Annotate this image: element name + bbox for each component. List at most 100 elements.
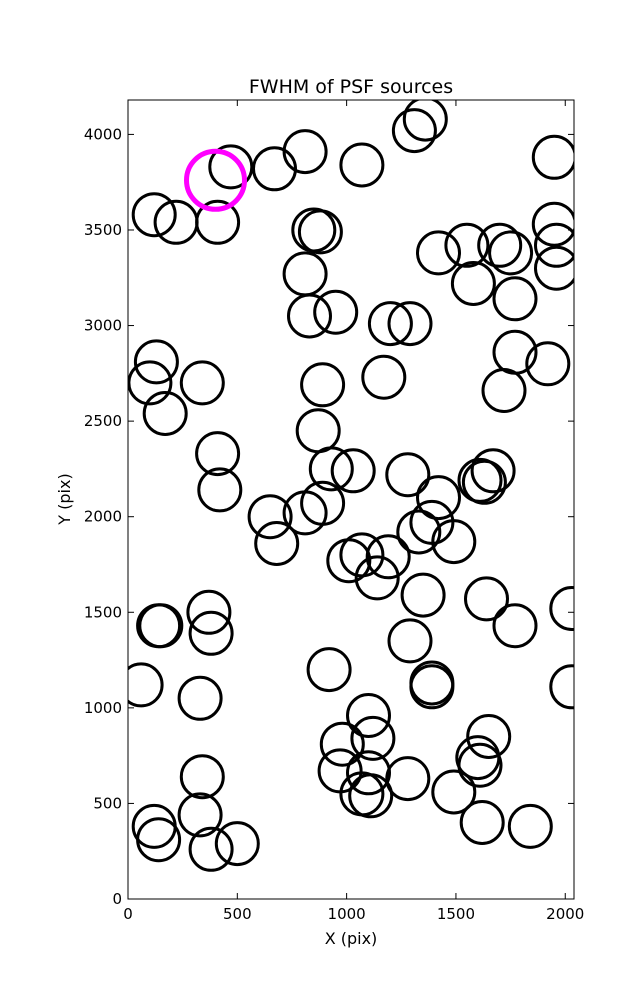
y-tick-label: 1500 xyxy=(84,603,122,621)
source-marker xyxy=(247,494,293,540)
source-marker xyxy=(416,230,461,276)
source-marker xyxy=(461,459,507,505)
source-marker xyxy=(549,664,574,710)
source-marker xyxy=(354,555,400,601)
y-axis-label: Y (pix) xyxy=(55,473,74,525)
source-marker xyxy=(179,360,225,406)
source-marker xyxy=(179,754,225,800)
source-marker xyxy=(313,289,359,335)
source-marker xyxy=(195,199,241,245)
source-marker xyxy=(300,362,346,408)
x-tick-label: 500 xyxy=(223,905,252,923)
source-marker xyxy=(308,446,354,492)
source-marker xyxy=(525,341,571,387)
source-marker xyxy=(350,715,396,761)
source-marker xyxy=(387,301,433,347)
source-marker xyxy=(534,245,574,291)
source-marker xyxy=(319,721,365,767)
source-marker xyxy=(450,261,496,306)
source-marker xyxy=(385,452,431,498)
plot-area xyxy=(127,99,575,900)
source-marker xyxy=(186,589,232,635)
source-marker xyxy=(133,339,179,385)
source-marker xyxy=(282,129,328,175)
y-tick-label: 2000 xyxy=(84,508,122,526)
y-tick-label: 0 xyxy=(112,890,122,908)
axis-ticks: 0 500 1000 1500 2000 0 500 1000 1500 2000 2500 3000… xyxy=(84,100,584,923)
x-tick-label: 2000 xyxy=(546,905,584,923)
source-marker xyxy=(457,742,503,788)
source-marker xyxy=(400,572,446,618)
source-marker xyxy=(287,293,332,339)
source-marker xyxy=(153,199,199,245)
x-axis-label: X (pix) xyxy=(325,929,378,948)
source-marker xyxy=(549,586,574,631)
source-marker xyxy=(346,693,391,738)
source-marker xyxy=(346,750,391,796)
source-marker xyxy=(177,675,223,721)
source-marker xyxy=(128,360,173,406)
source-marker xyxy=(365,534,411,580)
source-marker xyxy=(416,475,461,521)
source-marker xyxy=(531,134,574,180)
source-marker xyxy=(396,509,442,555)
source-marker xyxy=(297,209,343,255)
source-marker xyxy=(128,662,164,708)
source-marker xyxy=(507,803,553,849)
source-marker xyxy=(136,817,182,863)
highlighted-source-marker xyxy=(184,148,247,212)
source-marker xyxy=(131,192,177,238)
x-tick-label: 1500 xyxy=(437,905,475,923)
source-marker xyxy=(481,368,527,413)
y-tick-label: 3000 xyxy=(84,317,122,335)
source-marker xyxy=(254,521,300,566)
source-marker xyxy=(197,467,243,513)
source-marker xyxy=(488,230,534,276)
source-marker xyxy=(444,222,490,268)
source-marker xyxy=(295,408,341,454)
source-marker xyxy=(131,803,177,849)
source-marker xyxy=(459,800,505,845)
source-marker xyxy=(409,664,455,710)
source-marker xyxy=(339,532,385,578)
source-marker xyxy=(492,276,538,322)
source-marker xyxy=(306,647,352,693)
source-marker xyxy=(387,618,433,664)
source-marker xyxy=(367,301,413,347)
source-marker xyxy=(431,769,477,815)
source-marker xyxy=(282,251,328,297)
source-marker xyxy=(391,108,437,154)
source-marker xyxy=(464,576,509,622)
source-marker xyxy=(208,144,254,190)
source-marker xyxy=(431,519,477,565)
source-marker xyxy=(466,714,512,759)
y-tick-label: 4000 xyxy=(84,125,122,143)
x-tick-label: 0 xyxy=(123,905,133,923)
data-markers xyxy=(128,100,574,872)
source-marker xyxy=(477,222,523,268)
y-tick-label: 3500 xyxy=(84,221,122,239)
source-marker xyxy=(409,660,455,706)
source-marker xyxy=(214,821,260,867)
source-marker xyxy=(348,773,394,819)
x-tick-label: 1000 xyxy=(328,905,366,923)
source-marker xyxy=(138,603,184,649)
source-marker xyxy=(300,480,346,526)
source-marker xyxy=(339,142,385,188)
source-marker xyxy=(177,792,223,838)
chart-title: FWHM of PSF sources xyxy=(249,76,453,98)
source-marker xyxy=(402,100,448,142)
y-tick-label: 500 xyxy=(93,794,122,812)
source-marker xyxy=(361,354,407,400)
y-tick-label: 1000 xyxy=(84,699,122,717)
source-marker xyxy=(385,756,431,802)
source-marker xyxy=(534,222,574,268)
source-marker xyxy=(142,391,188,436)
source-marker xyxy=(195,431,241,477)
source-marker xyxy=(188,826,234,872)
source-marker xyxy=(188,610,234,656)
source-marker xyxy=(330,448,376,494)
source-marker xyxy=(252,146,297,192)
source-marker xyxy=(531,201,574,247)
